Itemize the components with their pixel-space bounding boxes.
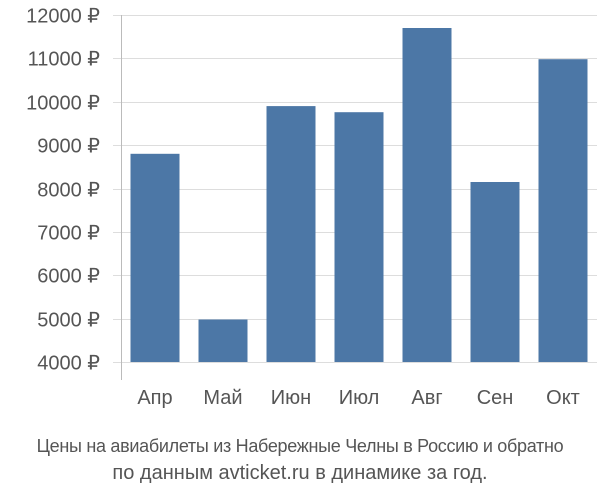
y-tick-label: 9000 ₽	[37, 136, 100, 158]
bar-Авг	[402, 28, 452, 362]
bar-Июн	[266, 106, 316, 362]
chart-caption-line-2: по данным avticket.ru в динамике за год.	[112, 462, 488, 484]
y-tick-label: 11000 ₽	[28, 49, 101, 71]
y-tick-label: 4000 ₽	[37, 353, 100, 375]
bar-Июл	[334, 112, 384, 362]
x-tick-label: Окт	[546, 387, 580, 409]
y-tick-label: 7000 ₽	[37, 223, 100, 245]
y-tick-label: 6000 ₽	[37, 266, 100, 288]
bars	[130, 28, 588, 362]
x-tick-label: Май	[203, 387, 242, 409]
y-tick-label: 5000 ₽	[37, 310, 100, 332]
y-tick-label: 10000 ₽	[26, 93, 100, 115]
y-tick-label: 8000 ₽	[37, 180, 100, 202]
y-tick-labels: 4000 ₽ 5000 ₽ 6000 ₽ 7000 ₽ 8000 ₽ 9000 ₽ 1000…	[26, 6, 100, 375]
x-tick-label: Июн	[271, 387, 311, 409]
bar-Апр	[130, 153, 180, 362]
bar-Май	[198, 319, 248, 362]
y-tick-label: 12000 ₽	[26, 6, 100, 28]
x-tick-label: Сен	[477, 387, 514, 409]
bar-Сен	[470, 182, 520, 362]
x-tick-labels: Апр Май Июн Июл Авг Сен Окт	[137, 387, 580, 409]
chart-caption-line-1: Цены на авиабилеты из Набережные Челны в…	[36, 436, 564, 456]
x-tick-label: Апр	[137, 387, 172, 409]
x-tick-label: Июл	[339, 387, 380, 409]
x-tick-label: Авг	[411, 387, 442, 409]
bar-chart: 4000 ₽ 5000 ₽ 6000 ₽ 7000 ₽ 8000 ₽ 9000 ₽ 1000…	[26, 6, 597, 409]
bar-Окт	[538, 59, 588, 362]
